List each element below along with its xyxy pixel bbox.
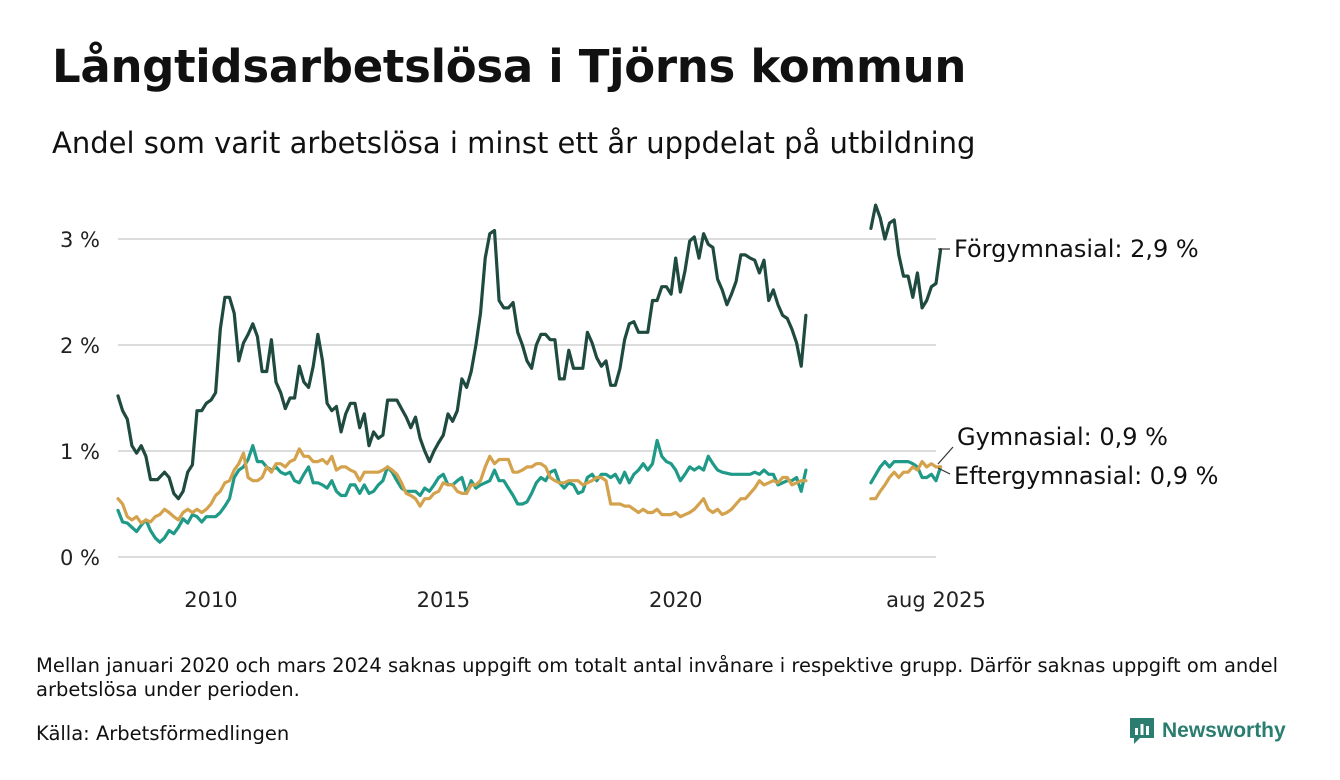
logo-text: Newsworthy bbox=[1162, 719, 1286, 742]
chart-subtitle: Andel som varit arbetslösa i minst ett å… bbox=[52, 126, 976, 160]
y-tick-label: 2 % bbox=[60, 334, 100, 358]
chart-title: Långtidsarbetslösa i Tjörns kommun bbox=[52, 40, 967, 93]
source-credit: Källa: Arbetsförmedlingen bbox=[36, 722, 290, 745]
newsworthy-logo[interactable]: Newsworthy bbox=[1128, 716, 1286, 746]
series-line-eftergymnasial bbox=[116, 447, 808, 525]
x-tick-label: 2010 bbox=[184, 588, 237, 612]
series-end-label: Gymnasial: 0,9 % bbox=[957, 423, 1168, 451]
label-connector bbox=[937, 467, 951, 475]
line-chart: 0 % 1 % 2 % 3 % 2010 2015 2020 aug 2025 Förgymna… bbox=[60, 203, 1218, 612]
series-line-förgymnasial bbox=[116, 228, 808, 501]
series-line-gymnasial bbox=[116, 438, 808, 544]
series-end-label: Eftergymnasial: 0,9 % bbox=[954, 462, 1218, 490]
y-tick-label: 0 % bbox=[60, 546, 100, 570]
newsworthy-logo-icon bbox=[1130, 718, 1154, 744]
series-line-eftergymnasial bbox=[869, 460, 943, 501]
footnote: Mellan januari 2020 och mars 2024 saknas… bbox=[36, 654, 1279, 701]
y-tick-label: 3 % bbox=[60, 228, 100, 252]
series-line-förgymnasial bbox=[869, 203, 943, 310]
series-line-gymnasial bbox=[869, 460, 943, 485]
x-tick-label: aug 2025 bbox=[886, 588, 986, 612]
y-tick-label: 1 % bbox=[60, 440, 100, 464]
x-tick-label: 2015 bbox=[417, 588, 470, 612]
x-tick-label: 2020 bbox=[649, 588, 702, 612]
label-connector bbox=[937, 446, 954, 465]
series-end-label: Förgymnasial: 2,9 % bbox=[954, 235, 1199, 263]
